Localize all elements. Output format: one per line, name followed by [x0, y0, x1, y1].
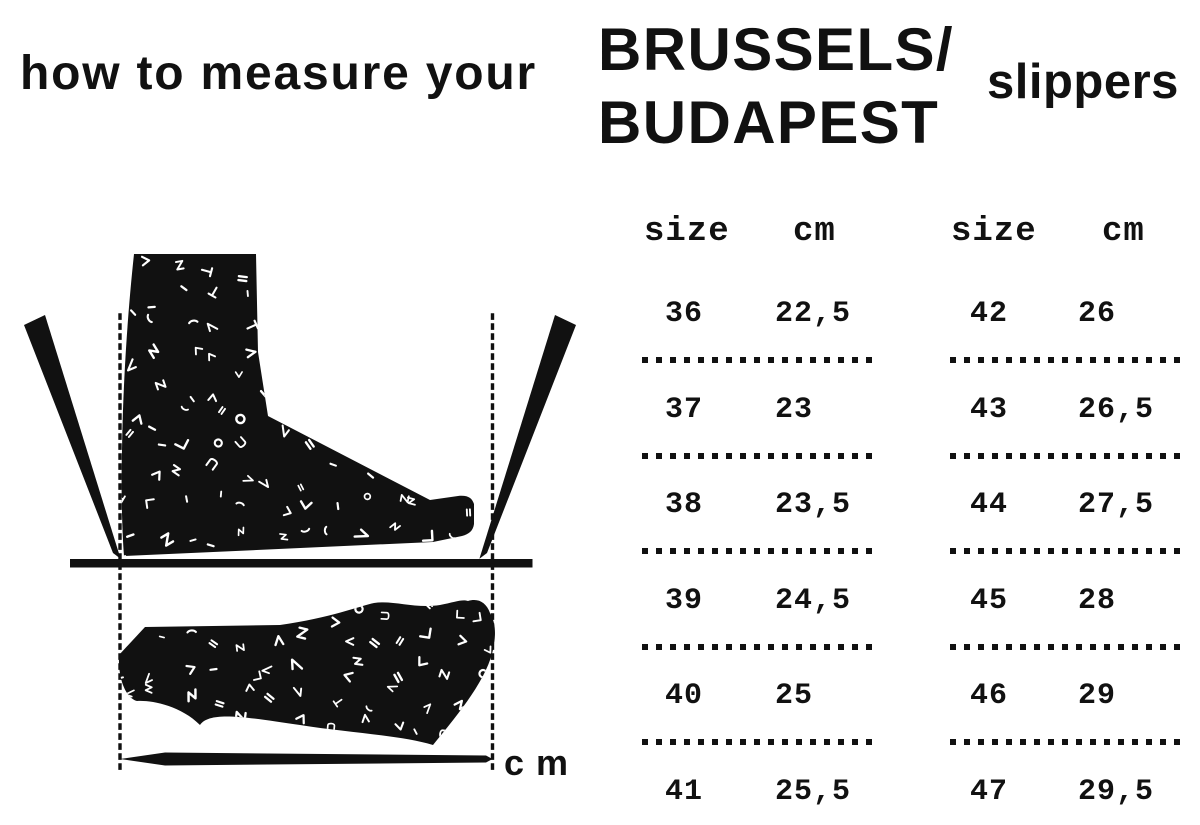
svg-text:c m: c m: [504, 742, 569, 783]
